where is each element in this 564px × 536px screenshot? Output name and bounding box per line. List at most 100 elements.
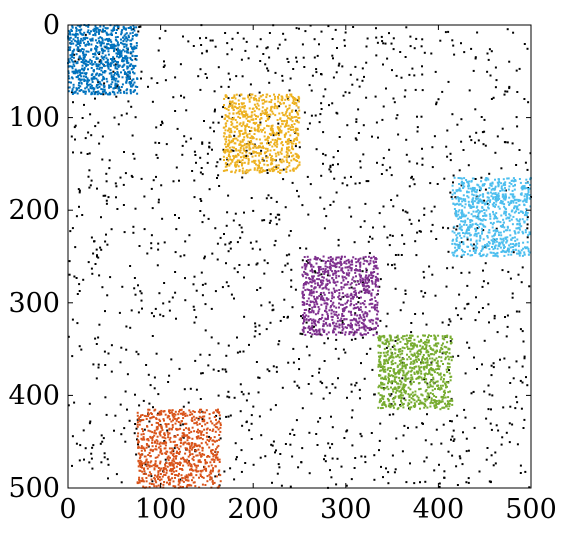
cluster-point — [250, 129, 253, 132]
noise-point — [334, 28, 337, 31]
cluster-point — [364, 281, 367, 284]
cluster-point — [346, 301, 348, 304]
cluster-point — [524, 229, 527, 231]
cluster-point — [136, 92, 139, 95]
cluster-point — [102, 75, 105, 78]
cluster-point — [274, 104, 277, 107]
cluster-point — [513, 205, 516, 208]
noise-point — [94, 263, 97, 265]
cluster-point — [130, 81, 133, 84]
noise-point — [275, 366, 278, 369]
cluster-point — [266, 142, 268, 145]
cluster-point — [360, 321, 363, 324]
cluster-point — [470, 225, 473, 228]
cluster-point — [508, 203, 511, 206]
noise-point — [322, 131, 325, 134]
noise-point — [490, 454, 493, 457]
cluster-point — [125, 92, 128, 95]
noise-point — [394, 468, 397, 471]
cluster-point — [525, 187, 528, 190]
cluster-point — [95, 31, 98, 33]
cluster-point — [258, 164, 260, 167]
cluster-point — [288, 112, 291, 115]
cluster-point — [524, 212, 527, 214]
cluster-point — [377, 285, 380, 288]
cluster-point — [97, 83, 100, 86]
cluster-point — [355, 269, 358, 272]
noise-point — [106, 294, 109, 297]
cluster-point — [93, 75, 96, 78]
cluster-point — [507, 217, 510, 220]
noise-point — [331, 38, 334, 40]
noise-point — [84, 447, 87, 450]
noise-point — [263, 219, 266, 222]
noise-point — [387, 471, 390, 474]
cluster-point — [335, 311, 338, 313]
cluster-point — [426, 363, 429, 366]
noise-point — [292, 347, 295, 350]
noise-point — [470, 139, 473, 142]
noise-point — [319, 417, 322, 420]
cluster-point — [318, 318, 321, 321]
noise-point — [313, 325, 315, 328]
cluster-point — [286, 115, 289, 118]
cluster-point — [508, 213, 511, 216]
noise-point — [178, 367, 181, 370]
cluster-point — [301, 303, 304, 306]
cluster-point — [241, 159, 244, 162]
noise-point — [424, 291, 427, 294]
cluster-point — [466, 217, 469, 220]
cluster-point — [103, 90, 106, 93]
cluster-point — [352, 256, 355, 259]
cluster-point — [253, 133, 256, 135]
cluster-point — [124, 55, 127, 58]
cluster-point — [350, 267, 353, 270]
noise-point — [120, 433, 123, 436]
cluster-point — [230, 120, 233, 123]
cluster-point — [241, 138, 244, 141]
cluster-point — [302, 330, 305, 333]
cluster-point — [287, 142, 290, 145]
cluster-point — [230, 170, 233, 173]
noise-point — [416, 115, 418, 118]
cluster-point — [441, 348, 444, 351]
cluster-point — [460, 237, 463, 239]
cluster-point — [327, 259, 329, 262]
noise-point — [103, 456, 106, 459]
noise-point — [475, 296, 477, 299]
noise-point — [490, 50, 493, 53]
cluster-point — [409, 350, 412, 353]
cluster-point — [432, 376, 435, 379]
cluster-point — [111, 47, 114, 50]
cluster-point — [75, 30, 78, 32]
noise-point — [455, 307, 458, 310]
cluster-point — [524, 231, 527, 234]
noise-point — [363, 377, 366, 380]
cluster-point — [407, 339, 410, 342]
cluster-point — [359, 296, 362, 299]
noise-point — [244, 462, 247, 464]
cluster-point — [497, 192, 500, 195]
cluster-point — [69, 57, 72, 60]
cluster-point — [71, 52, 74, 55]
noise-point — [289, 432, 292, 435]
cluster-point — [462, 220, 464, 223]
cluster-point — [522, 200, 525, 203]
noise-point — [229, 467, 232, 470]
cluster-point — [71, 60, 74, 63]
noise-point — [409, 35, 412, 38]
cluster-point — [222, 135, 225, 138]
noise-point — [519, 472, 522, 474]
cluster-point — [251, 160, 254, 163]
cluster-point — [293, 116, 296, 119]
cluster-point — [230, 131, 233, 134]
cluster-point — [365, 312, 368, 315]
cluster-point — [369, 320, 372, 323]
cluster-point — [297, 98, 300, 101]
cluster-point — [376, 272, 379, 275]
cluster-point — [235, 137, 238, 140]
noise-point — [390, 199, 393, 201]
noise-point — [420, 45, 423, 48]
cluster-point — [332, 272, 335, 275]
